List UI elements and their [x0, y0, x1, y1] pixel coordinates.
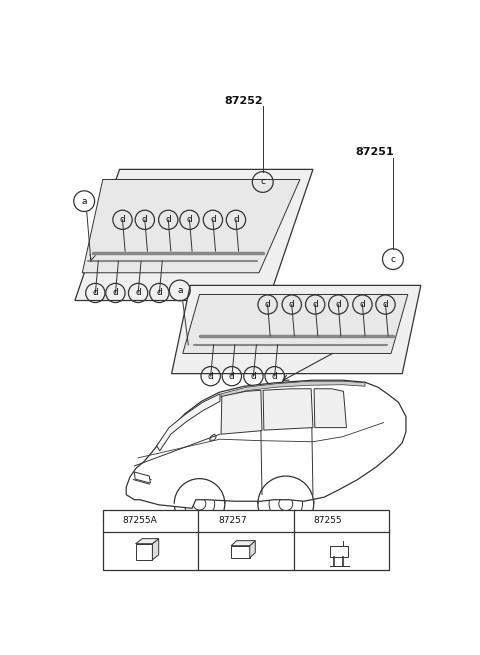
Text: a: a: [177, 286, 182, 295]
Polygon shape: [263, 389, 313, 430]
Polygon shape: [156, 394, 220, 451]
Text: d: d: [187, 215, 192, 224]
Text: d: d: [251, 371, 256, 381]
Text: d: d: [210, 215, 216, 224]
Text: d: d: [120, 215, 125, 224]
Text: 87257: 87257: [218, 516, 247, 525]
Polygon shape: [136, 538, 159, 544]
Polygon shape: [75, 170, 313, 301]
Ellipse shape: [174, 479, 225, 529]
Ellipse shape: [184, 489, 215, 519]
Text: d: d: [233, 215, 239, 224]
Text: c: c: [260, 178, 265, 187]
FancyBboxPatch shape: [103, 510, 389, 571]
Polygon shape: [126, 380, 406, 508]
Text: a: a: [108, 516, 114, 525]
Polygon shape: [231, 540, 255, 546]
Text: c: c: [204, 516, 209, 525]
Text: d: d: [112, 288, 118, 297]
Text: d: d: [289, 300, 295, 309]
Polygon shape: [134, 472, 150, 483]
Polygon shape: [83, 179, 300, 272]
Text: d: d: [135, 288, 141, 297]
Text: d: d: [360, 300, 365, 309]
Text: d: d: [383, 300, 388, 309]
Polygon shape: [210, 434, 216, 440]
Text: d: d: [264, 300, 270, 309]
Ellipse shape: [193, 498, 206, 510]
Polygon shape: [314, 389, 347, 428]
Text: d: d: [229, 371, 235, 381]
Text: d: d: [156, 288, 162, 297]
Text: d: d: [166, 215, 171, 224]
Polygon shape: [152, 538, 159, 560]
Polygon shape: [221, 381, 365, 398]
Text: d: d: [336, 300, 341, 309]
Text: a: a: [82, 196, 87, 206]
Polygon shape: [250, 540, 255, 558]
Text: d: d: [312, 300, 318, 309]
Text: d: d: [299, 516, 305, 525]
Polygon shape: [172, 286, 421, 373]
Text: d: d: [272, 371, 277, 381]
Text: c: c: [390, 255, 396, 264]
Text: d: d: [142, 215, 148, 224]
Text: 87251: 87251: [355, 147, 394, 157]
Ellipse shape: [279, 497, 293, 511]
Text: 87252: 87252: [225, 96, 264, 106]
Ellipse shape: [269, 487, 302, 521]
Text: d: d: [93, 288, 98, 297]
Polygon shape: [183, 295, 408, 354]
Ellipse shape: [258, 476, 314, 531]
FancyBboxPatch shape: [330, 546, 348, 557]
Polygon shape: [136, 544, 152, 560]
Text: 87255A: 87255A: [123, 516, 157, 525]
Text: d: d: [208, 371, 214, 381]
Text: 87255: 87255: [314, 516, 342, 525]
Polygon shape: [221, 390, 262, 434]
Polygon shape: [231, 546, 250, 558]
